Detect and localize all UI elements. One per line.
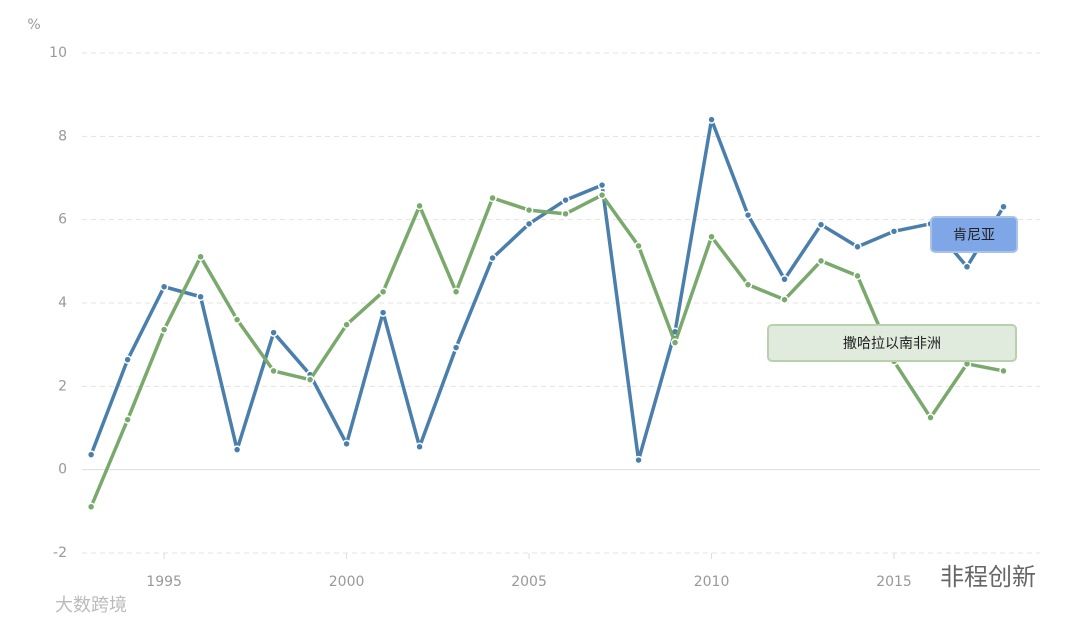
data-point — [378, 308, 388, 317]
x-tick-label: 1995 — [146, 574, 182, 590]
data-point — [123, 415, 132, 424]
data-point — [342, 439, 351, 449]
data-point — [415, 201, 424, 211]
y-tick-label: 6 — [58, 212, 67, 228]
data-point — [415, 442, 424, 451]
data-point — [488, 193, 497, 203]
y-tick-label: 4 — [58, 295, 67, 311]
data-point — [780, 275, 789, 284]
watermark: 大数跨境 — [55, 595, 127, 616]
series-label-box — [767, 324, 1017, 362]
data-point — [670, 338, 680, 347]
data-point — [451, 287, 461, 296]
series-label-box — [930, 216, 1018, 253]
data-point — [816, 256, 826, 266]
data-point — [561, 195, 570, 205]
data-point — [232, 315, 242, 324]
y-axis-label: % — [27, 17, 40, 33]
watermark: 非程创新 — [940, 563, 1036, 591]
data-point — [232, 445, 242, 454]
data-point — [123, 355, 132, 364]
data-point — [159, 325, 169, 334]
data-point — [634, 455, 643, 465]
data-point — [853, 271, 862, 281]
y-tick-label: 2 — [58, 378, 67, 394]
data-point — [816, 220, 826, 229]
x-tick-label: 2005 — [511, 574, 547, 590]
series-line — [89, 117, 1005, 462]
data-point — [561, 209, 570, 219]
y-tick-label: 10 — [49, 45, 67, 61]
data-point — [488, 253, 497, 263]
data-point — [524, 219, 534, 229]
data-point — [269, 328, 278, 337]
data-point — [889, 227, 899, 236]
x-tick-label: 2000 — [329, 574, 365, 590]
data-point — [378, 287, 388, 296]
data-point — [305, 375, 315, 384]
series-label: 撒哈拉以南非洲 — [843, 336, 941, 352]
data-point — [707, 232, 716, 241]
data-point — [999, 366, 1008, 376]
series-label: 肯尼亚 — [953, 228, 995, 244]
data-point — [86, 450, 96, 459]
data-point — [159, 282, 169, 291]
data-point — [962, 262, 972, 271]
data-point — [524, 205, 534, 215]
data-point — [926, 413, 935, 422]
y-tick-label: -2 — [53, 545, 67, 561]
data-point — [999, 202, 1008, 211]
data-point — [853, 242, 862, 251]
data-point — [743, 280, 753, 289]
data-point — [634, 241, 643, 251]
x-tick-label: 2015 — [876, 574, 912, 590]
data-point — [707, 115, 716, 124]
data-point — [196, 292, 205, 301]
data-point — [86, 502, 96, 511]
data-point — [780, 295, 789, 304]
y-tick-label: 8 — [58, 128, 67, 144]
data-point — [743, 210, 753, 220]
data-point — [196, 252, 205, 261]
series-line — [89, 193, 1004, 508]
x-tick-label: 2010 — [694, 574, 730, 590]
data-point — [597, 190, 607, 200]
data-point — [597, 180, 607, 190]
data-point — [451, 343, 461, 352]
y-tick-label: 0 — [58, 462, 67, 478]
data-point — [269, 366, 278, 376]
data-point — [342, 320, 351, 329]
